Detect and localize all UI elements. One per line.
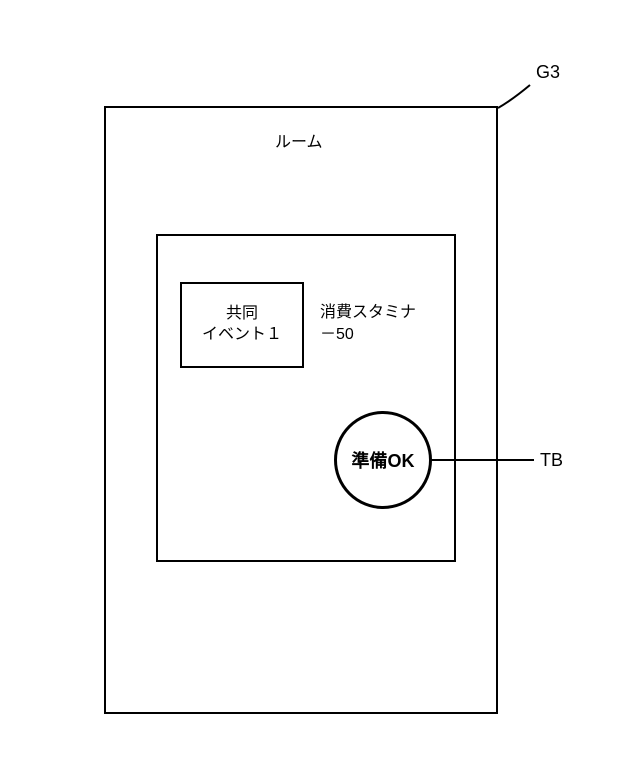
- leader-tb: [0, 0, 640, 762]
